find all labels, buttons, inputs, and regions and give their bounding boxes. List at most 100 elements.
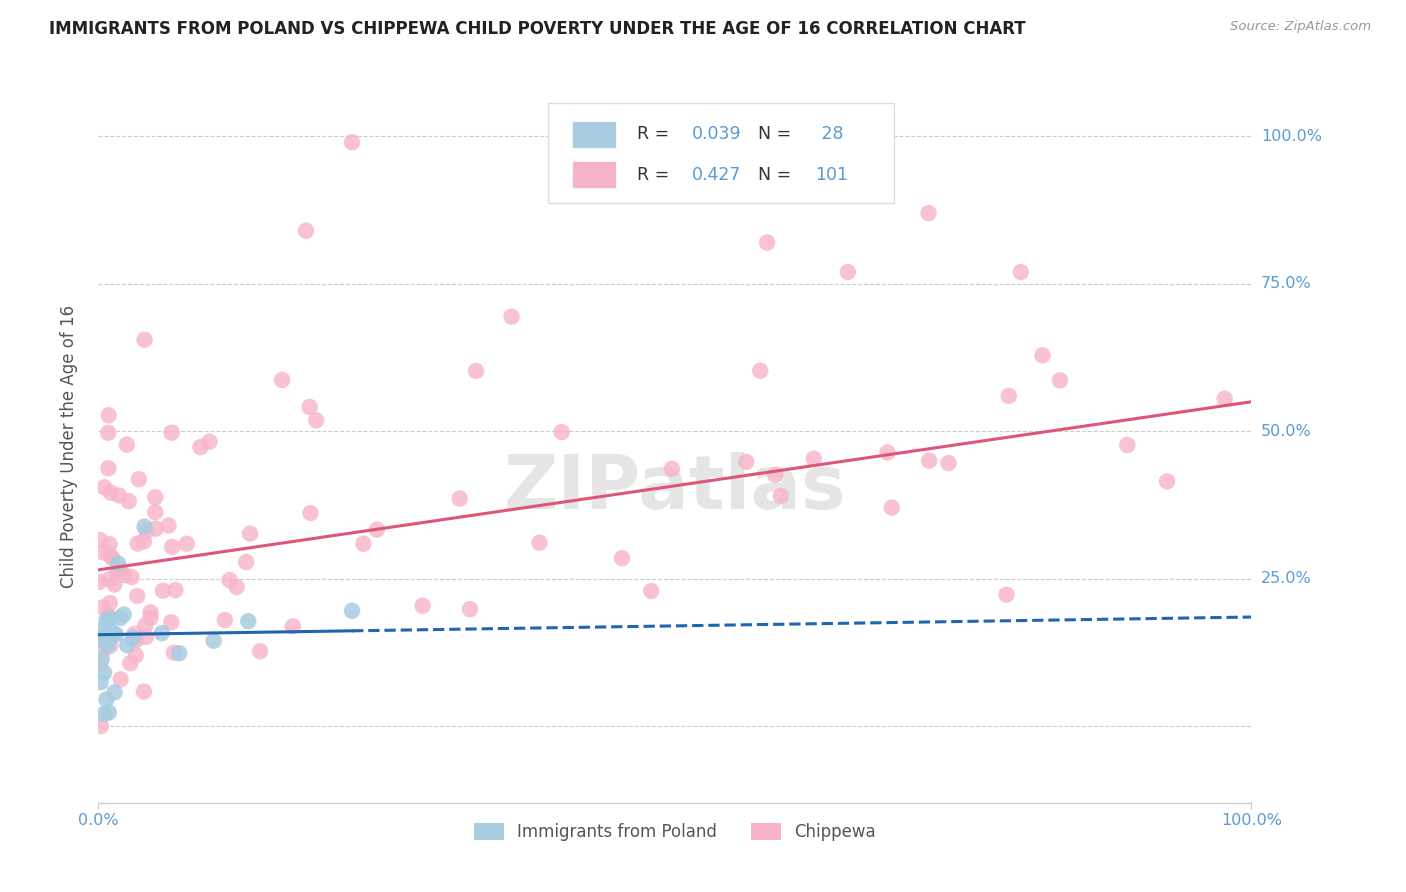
Point <box>152 583 174 598</box>
Point <box>163 646 186 660</box>
Point <box>121 570 143 584</box>
Point <box>340 136 363 150</box>
Point <box>103 626 125 640</box>
Point <box>143 490 166 504</box>
Point <box>157 518 180 533</box>
Point <box>117 638 139 652</box>
Point <box>214 613 236 627</box>
Point <box>167 646 190 660</box>
Point <box>101 626 124 640</box>
Point <box>98 612 121 626</box>
Point <box>366 523 388 537</box>
Point <box>108 563 131 577</box>
Text: ZIPatlas: ZIPatlas <box>503 452 846 525</box>
Point <box>876 445 898 459</box>
Point <box>160 540 183 554</box>
Point <box>610 551 633 566</box>
Point <box>93 641 115 656</box>
Point <box>449 491 471 506</box>
Point <box>91 623 114 637</box>
Point <box>1010 265 1032 279</box>
Point <box>1156 475 1178 489</box>
Point <box>93 480 115 494</box>
Point <box>661 462 683 476</box>
Point <box>97 638 120 652</box>
Point <box>125 648 148 663</box>
Text: N =: N = <box>758 125 797 143</box>
Point <box>160 615 183 630</box>
Point <box>997 389 1019 403</box>
Point <box>1049 373 1071 387</box>
Text: 28: 28 <box>815 125 844 143</box>
Point <box>1031 348 1053 362</box>
Point <box>238 614 260 628</box>
Point <box>918 453 941 467</box>
Point <box>125 633 148 648</box>
Text: 75.0%: 75.0% <box>1261 277 1312 292</box>
Point <box>90 675 112 690</box>
Point <box>225 580 247 594</box>
Point <box>90 651 112 665</box>
Point <box>235 555 257 569</box>
Point <box>412 599 434 613</box>
Point <box>91 600 114 615</box>
Point <box>89 657 111 671</box>
Point <box>128 472 150 486</box>
Point <box>107 557 129 571</box>
Point <box>271 373 294 387</box>
Text: 50.0%: 50.0% <box>1261 424 1312 439</box>
Text: R =: R = <box>637 166 675 184</box>
Point <box>98 537 121 551</box>
Point <box>104 627 127 641</box>
Point <box>550 425 572 439</box>
Point <box>100 549 122 563</box>
Point <box>295 224 318 238</box>
Point <box>124 627 146 641</box>
Point <box>938 456 960 470</box>
Point <box>93 665 115 680</box>
Point <box>134 519 156 533</box>
Point <box>134 333 156 347</box>
Point <box>995 588 1018 602</box>
Point <box>165 583 187 598</box>
Point <box>96 613 118 627</box>
Text: 101: 101 <box>815 166 849 184</box>
Point <box>114 568 136 582</box>
Point <box>305 413 328 427</box>
FancyBboxPatch shape <box>572 120 616 148</box>
Point <box>132 534 155 549</box>
Point <box>749 364 772 378</box>
Point <box>101 550 124 565</box>
Point <box>640 584 662 599</box>
Point <box>120 656 142 670</box>
Point <box>1116 438 1139 452</box>
Point <box>139 606 162 620</box>
Point <box>880 500 903 515</box>
Point <box>917 206 939 220</box>
Legend: Immigrants from Poland, Chippewa: Immigrants from Poland, Chippewa <box>467 816 883 848</box>
Point <box>103 577 125 591</box>
Point <box>98 639 121 653</box>
Point <box>122 631 145 645</box>
Point <box>160 425 183 440</box>
Point <box>90 719 112 733</box>
Point <box>97 409 120 423</box>
Point <box>97 425 120 440</box>
Point <box>108 488 131 502</box>
Y-axis label: Child Poverty Under the Age of 16: Child Poverty Under the Age of 16 <box>59 304 77 588</box>
Text: N =: N = <box>758 166 797 184</box>
Point <box>837 265 859 279</box>
Point <box>150 626 173 640</box>
Text: 100.0%: 100.0% <box>1261 128 1322 144</box>
Point <box>112 607 135 622</box>
Point <box>134 618 156 632</box>
Point <box>190 440 212 454</box>
Point <box>239 526 262 541</box>
Point <box>110 611 132 625</box>
Point <box>97 706 120 720</box>
Point <box>96 692 118 706</box>
Text: 25.0%: 25.0% <box>1261 571 1312 586</box>
Point <box>97 461 120 475</box>
Text: Source: ZipAtlas.com: Source: ZipAtlas.com <box>1230 20 1371 33</box>
Point <box>529 535 551 549</box>
